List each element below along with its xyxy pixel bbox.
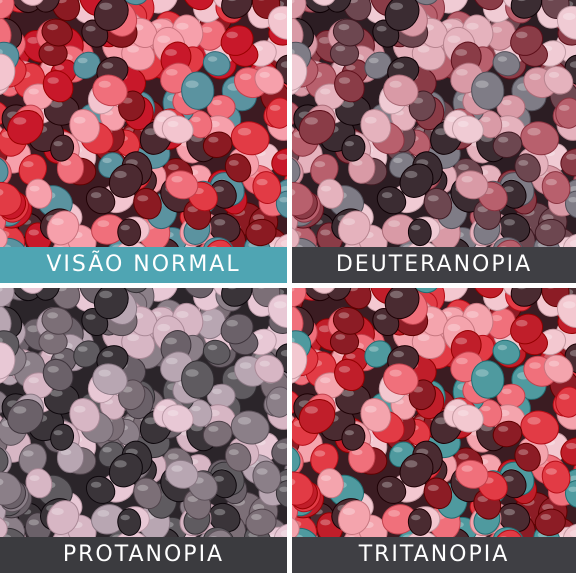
caption-protanopia: PROTANOPIA — [0, 537, 287, 573]
panel-deuteranopia: DEUTERANOPIA — [292, 0, 576, 283]
panel-normal-vision: VISÃO NORMAL — [0, 0, 287, 283]
candy-photo-normal — [0, 0, 287, 247]
caption-normal-vision: VISÃO NORMAL — [0, 247, 287, 283]
panel-protanopia: PROTANOPIA — [0, 288, 287, 573]
candy-photo-protanopia — [0, 288, 287, 537]
candy-photo-tritanopia — [292, 288, 576, 537]
panel-tritanopia: TRITANOPIA — [292, 288, 576, 573]
caption-deuteranopia: DEUTERANOPIA — [292, 247, 576, 283]
caption-tritanopia: TRITANOPIA — [292, 537, 576, 573]
candy-photo-deuteranopia — [292, 0, 576, 247]
